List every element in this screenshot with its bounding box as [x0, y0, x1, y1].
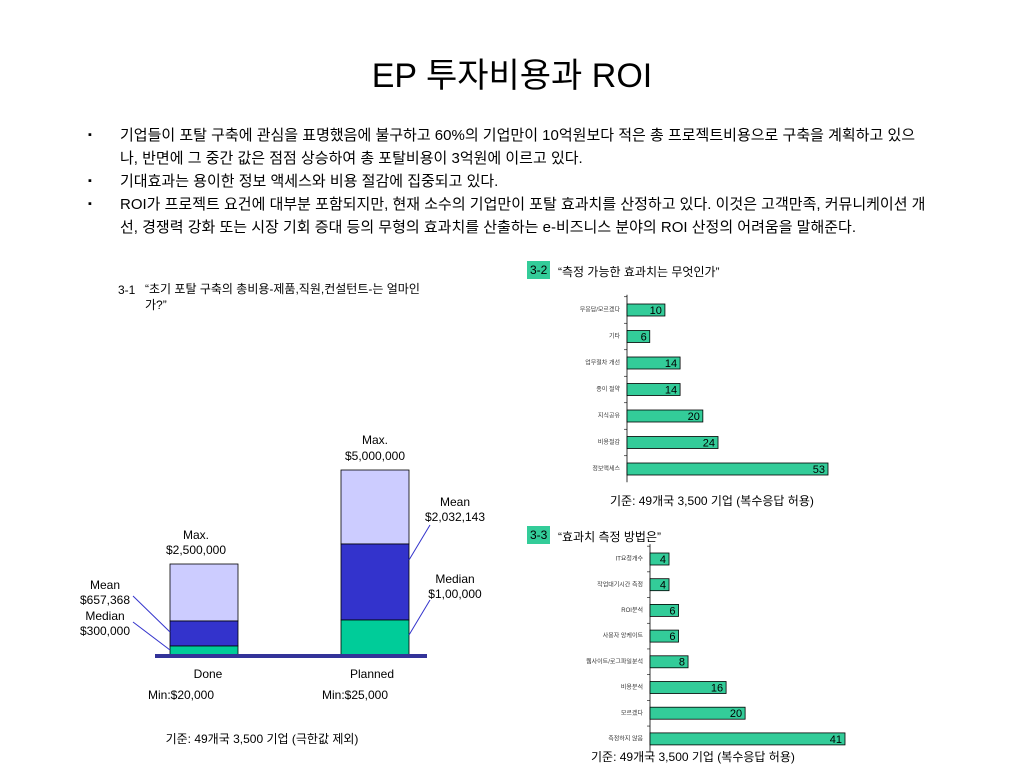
- value-label: 53: [813, 464, 825, 476]
- annotation: Max.: [361, 433, 389, 447]
- category-label: 무응답/모르겠다: [580, 306, 621, 314]
- bullet: 기업들이 포탈 구축에 관심을 표명했음에 불구하고 60%의 기업만이 10억…: [88, 124, 930, 170]
- value-label: 8: [679, 657, 685, 669]
- category-label: 측정하지 않음: [608, 734, 643, 742]
- bullet: ROI가 프로젝트 요건에 대부분 포함되지만, 현재 소수의 기업만이 포탈 …: [88, 193, 930, 239]
- annotation: Max.: [182, 528, 210, 542]
- planned-mean-segment: [340, 543, 410, 621]
- category-label: 모르겠다: [621, 709, 644, 717]
- bar: [626, 383, 681, 396]
- annotation: $2,032,143: [424, 510, 486, 524]
- done-mean-segment: [169, 620, 239, 647]
- category-label: 지식공유: [598, 412, 621, 420]
- value-label: 4: [660, 554, 666, 566]
- annotation: $2,500,000: [165, 543, 227, 557]
- annotation: $5,000,000: [344, 449, 406, 463]
- figure-caption: “초기 포탈 구축의 총비용-제품,직원,컨설턴트-는 얼마인가?”: [145, 282, 420, 312]
- min-label: Min:$25,000: [321, 688, 389, 702]
- chart-title: “효과치 측정 방법은”: [558, 530, 661, 544]
- figure-label: 3-1: [118, 283, 136, 297]
- annotation: Mean: [439, 495, 471, 509]
- min-label: Min:$20,000: [147, 688, 215, 702]
- bar: [626, 409, 704, 423]
- leader-line: [132, 621, 171, 651]
- bar: [649, 655, 689, 669]
- category-label: 비용분석: [621, 683, 643, 691]
- category-label: 기타: [609, 332, 621, 340]
- bar: [649, 578, 670, 592]
- annotation: Median: [85, 609, 125, 623]
- bar: [626, 462, 829, 476]
- leader-line: [132, 595, 171, 633]
- planned-max-segment: [340, 469, 410, 545]
- annotation: $1,00,000: [428, 587, 482, 601]
- planned-median-segment: [340, 619, 410, 657]
- bar: [649, 629, 679, 643]
- bar: [649, 681, 727, 694]
- value-label: 10: [650, 305, 662, 317]
- category-label: Planned: [349, 667, 395, 681]
- value-label: 6: [669, 605, 675, 617]
- value-label: 14: [665, 384, 677, 396]
- figure-label: 3-3: [527, 526, 551, 544]
- annotation: $300,000: [79, 624, 131, 638]
- bar: [649, 604, 679, 617]
- category-label: 정보액세스: [592, 465, 620, 473]
- bar: [626, 303, 666, 317]
- leader-line: [408, 599, 431, 636]
- value-label: 41: [830, 734, 842, 746]
- category-label: IT요청개수: [616, 555, 644, 563]
- value-label: 24: [703, 437, 715, 449]
- bar: [649, 706, 746, 720]
- value-label: 6: [669, 631, 675, 643]
- bar: [649, 552, 670, 566]
- bar: [626, 330, 651, 343]
- category-label: 종이 절약: [596, 385, 620, 393]
- annotation: $657,368: [79, 593, 131, 607]
- bar: [626, 436, 719, 449]
- value-label: 16: [711, 682, 723, 694]
- category-label: ROI분석: [621, 606, 643, 614]
- annotation: Mean: [89, 578, 121, 592]
- value-label: 4: [660, 580, 666, 592]
- bar: [649, 732, 846, 746]
- chart-title: “측정 가능한 효과치는 무엇인가”: [558, 265, 720, 279]
- category-label: 사용자 앙케이트: [603, 632, 644, 640]
- bullet-list: 기업들이 포탈 구축에 관심을 표명했음에 불구하고 60%의 기업만이 10억…: [88, 124, 930, 239]
- bar: [626, 356, 681, 370]
- value-label: 20: [688, 411, 700, 423]
- chart-note: 기준: 49개국 3,500 기업 (복수응답 허용): [591, 750, 795, 764]
- value-label: 6: [641, 331, 647, 343]
- annotation: Median: [435, 572, 475, 586]
- figure-label: 3-2: [527, 261, 551, 279]
- category-label: Done: [193, 667, 223, 681]
- bullet: 기대효과는 용이한 정보 액세스와 비용 절감에 집중되고 있다.: [88, 170, 930, 193]
- value-label: 20: [730, 708, 742, 720]
- done-max-segment: [169, 563, 239, 622]
- category-label: 업무절차 개선: [585, 359, 620, 367]
- leader-line: [408, 524, 431, 561]
- category-label: 웹사이트/로그파일분석: [586, 657, 643, 665]
- chart-note: 기준: 49개국 3,500 기업 (복수응답 허용): [610, 494, 814, 508]
- slide-title: EP 투자비용과 ROI: [371, 57, 653, 95]
- category-label: 작업대기시간 측정: [597, 580, 643, 588]
- category-label: 비용절감: [598, 438, 621, 446]
- value-label: 14: [665, 358, 677, 370]
- figure-note: 기준: 49개국 3,500 기업 (극한값 제외): [165, 732, 359, 746]
